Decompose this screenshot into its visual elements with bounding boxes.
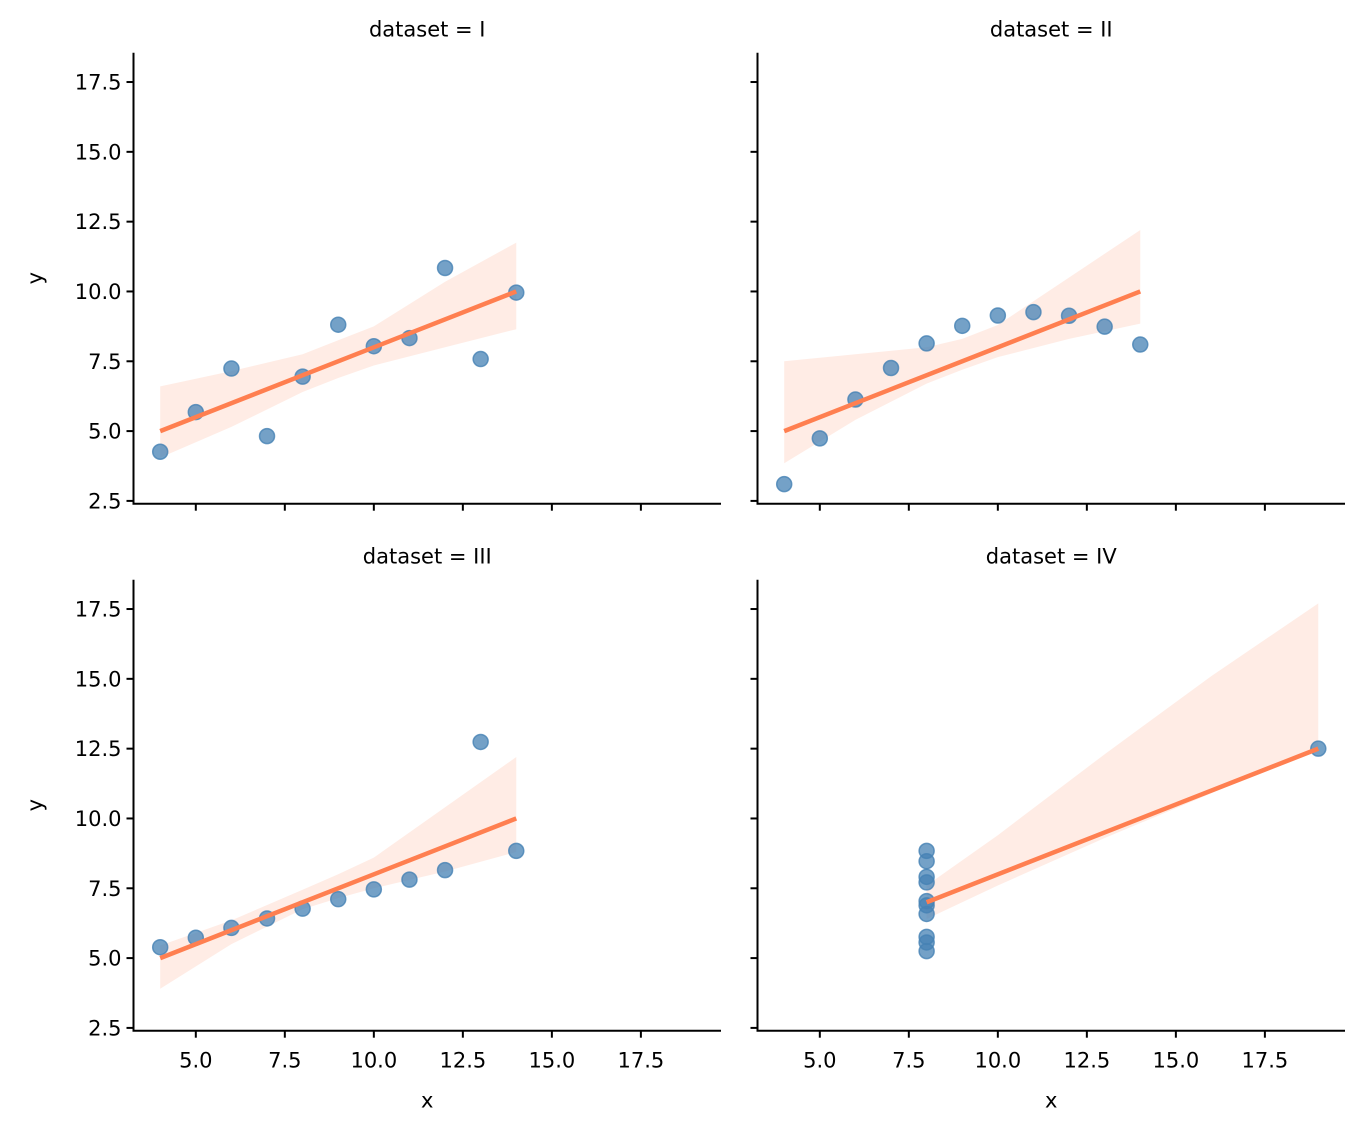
data-point bbox=[989, 307, 1007, 324]
y-tick-label: 7.5 bbox=[88, 350, 121, 374]
y-tick-label: 15.0 bbox=[75, 667, 122, 691]
y-tick-label: 12.5 bbox=[75, 210, 122, 234]
x-axis-label: x bbox=[1045, 1089, 1057, 1113]
data-point bbox=[882, 359, 900, 377]
data-point bbox=[401, 871, 418, 888]
regression-line bbox=[159, 816, 518, 961]
regression-line bbox=[925, 746, 1320, 905]
x-tick-label: 17.5 bbox=[618, 1049, 665, 1073]
x-axis-label: x bbox=[421, 1089, 433, 1113]
y-tick-label: 17.5 bbox=[75, 598, 122, 622]
panel-title: dataset = I bbox=[369, 18, 486, 42]
data-point bbox=[953, 317, 971, 335]
data-point bbox=[151, 443, 169, 461]
regression-line bbox=[783, 289, 1142, 434]
x-tick-label: 15.0 bbox=[1152, 1049, 1199, 1073]
y-tick-label: 2.5 bbox=[88, 489, 121, 513]
axes-spine bbox=[756, 579, 1345, 1032]
x-tick-label: 15.0 bbox=[528, 1049, 575, 1073]
x-tick-label: 5.0 bbox=[179, 1049, 212, 1073]
data-point bbox=[775, 475, 793, 493]
data-point bbox=[508, 842, 525, 860]
axes-spine bbox=[756, 52, 1345, 505]
y-tick-label: 17.5 bbox=[75, 71, 122, 95]
panel-4: dataset = IV 5.0 7.5 10.0 12.5 15.0 17.5 x bbox=[750, 545, 1345, 1113]
panel-2: dataset = II bbox=[750, 18, 1345, 511]
confidence-band bbox=[784, 230, 1141, 464]
data-point bbox=[258, 427, 276, 445]
y-tick-label: 5.0 bbox=[88, 420, 121, 444]
x-tick-label: 5.0 bbox=[803, 1049, 836, 1073]
y-tick-label: 2.5 bbox=[88, 1016, 121, 1040]
panel-3: dataset = III 2.5 5.0 7.5 10.0 12.5 15.0 17.5 5.… bbox=[23, 545, 721, 1113]
data-point bbox=[918, 852, 935, 870]
panel-title: dataset = IV bbox=[986, 545, 1118, 569]
panel-1: dataset = I 2.5 5.0 7.5 10.0 12.5 15.0 17.5 y bbox=[23, 18, 721, 513]
y-tick-label: 5.0 bbox=[88, 947, 121, 971]
data-point bbox=[1025, 303, 1042, 321]
x-tick-label: 12.5 bbox=[439, 1049, 486, 1073]
data-point bbox=[1132, 336, 1149, 353]
confidence-band bbox=[160, 242, 517, 458]
y-axis-label: y bbox=[23, 799, 47, 811]
x-tick-label: 12.5 bbox=[1063, 1049, 1110, 1073]
x-tick-label: 17.5 bbox=[1242, 1049, 1289, 1073]
y-tick-label: 10.0 bbox=[75, 280, 122, 304]
data-point bbox=[918, 868, 935, 886]
y-tick-label: 12.5 bbox=[75, 737, 122, 761]
data-point bbox=[365, 881, 383, 898]
data-point bbox=[329, 316, 347, 333]
data-point bbox=[472, 350, 489, 368]
data-point bbox=[436, 861, 454, 879]
axes-spine bbox=[132, 579, 721, 1032]
panel-title: dataset = III bbox=[363, 545, 492, 569]
x-tick-label: 10.0 bbox=[974, 1049, 1021, 1073]
confidence-band bbox=[926, 603, 1319, 919]
data-point bbox=[1096, 318, 1113, 335]
y-axis-label: y bbox=[23, 272, 47, 284]
data-point bbox=[436, 259, 454, 277]
data-point bbox=[918, 934, 935, 951]
regression-line bbox=[159, 289, 518, 434]
x-tick-label: 7.5 bbox=[892, 1049, 925, 1073]
data-point bbox=[329, 890, 347, 908]
confidence-band bbox=[160, 757, 517, 989]
data-point bbox=[151, 938, 169, 956]
y-tick-label: 10.0 bbox=[75, 807, 122, 831]
axes-spine bbox=[132, 52, 721, 505]
data-point bbox=[811, 430, 829, 447]
x-tick-label: 10.0 bbox=[350, 1049, 397, 1073]
data-point bbox=[472, 733, 489, 751]
y-tick-label: 7.5 bbox=[88, 877, 121, 901]
x-tick-label: 7.5 bbox=[268, 1049, 301, 1073]
panel-title: dataset = II bbox=[990, 18, 1113, 42]
data-point bbox=[918, 335, 935, 352]
data-point bbox=[223, 360, 240, 377]
y-tick-label: 15.0 bbox=[75, 140, 122, 164]
